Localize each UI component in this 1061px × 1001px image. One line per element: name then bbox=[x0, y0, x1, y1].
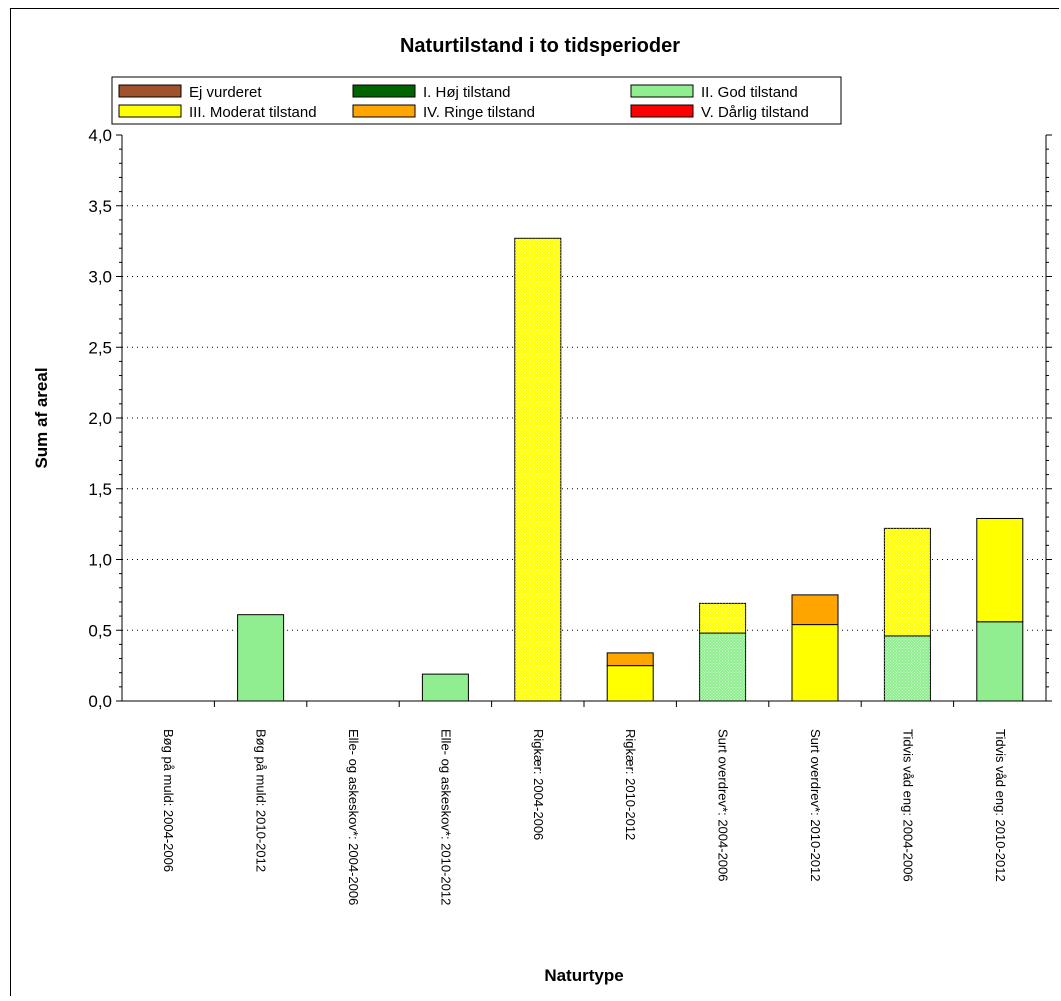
bar-segment bbox=[791, 594, 839, 626]
bar-segment bbox=[237, 614, 285, 702]
legend-label: III. Moderat tilstand bbox=[189, 104, 317, 121]
legend-swatch bbox=[352, 104, 416, 118]
x-tick-label: Elle- og askeskov*: 2010-2012 bbox=[438, 729, 453, 905]
legend-label: IV. Ringe tilstand bbox=[423, 104, 535, 121]
legend-label: Ej vurderet bbox=[189, 84, 262, 101]
y-tick-label: 1,5 bbox=[88, 480, 112, 499]
y-axis-title: Sum af areal bbox=[32, 367, 51, 468]
y-tick-label: 0,0 bbox=[88, 692, 112, 711]
bar-segment bbox=[791, 624, 839, 702]
bar-segment-pattern bbox=[699, 633, 746, 701]
bar-segment bbox=[976, 517, 1024, 623]
legend-swatch bbox=[630, 104, 694, 118]
y-tick-label: 4,0 bbox=[88, 126, 112, 145]
x-tick-label: Surt overdrev*: 2004-2006 bbox=[716, 729, 731, 881]
y-tick-label: 1,0 bbox=[88, 551, 112, 570]
x-tick-label: Rigkær: 2004-2006 bbox=[531, 729, 546, 840]
legend-swatch bbox=[118, 104, 182, 118]
x-tick-label: Bøg på muld: 2004-2006 bbox=[161, 729, 176, 872]
x-tick-label: Elle- og askeskov*: 2004-2006 bbox=[346, 729, 361, 905]
x-tick-label: Bøg på muld: 2010-2012 bbox=[254, 729, 269, 872]
legend-box bbox=[111, 76, 842, 125]
x-axis-title: Naturtype bbox=[544, 966, 623, 985]
bar-segment bbox=[606, 652, 654, 667]
x-tick-label: Tidvis våd eng: 2004-2006 bbox=[900, 729, 915, 882]
y-tick-label: 3,5 bbox=[88, 197, 112, 216]
x-tick-label: Rigkær: 2010-2012 bbox=[623, 729, 638, 840]
x-tick-label: Tidvis våd eng: 2010-2012 bbox=[993, 729, 1008, 882]
chart-frame: Naturtilstand i to tidsperioder Ej vurde… bbox=[10, 8, 1059, 996]
y-tick-label: 0,5 bbox=[88, 621, 112, 640]
bar-segment bbox=[421, 673, 469, 702]
legend-swatch bbox=[118, 84, 182, 98]
chart-title: Naturtilstand i to tidsperioder bbox=[400, 35, 680, 57]
legend-swatch bbox=[352, 84, 416, 98]
bar-segment-pattern bbox=[884, 635, 931, 701]
bar-segment bbox=[976, 621, 1024, 702]
bar-segment-pattern bbox=[699, 603, 746, 634]
y-tick-label: 2,5 bbox=[88, 338, 112, 357]
x-tick-label: Surt overdrev*: 2010-2012 bbox=[808, 729, 823, 881]
legend-swatch bbox=[630, 84, 694, 98]
bar-segment-pattern bbox=[514, 238, 561, 702]
x-ticks: Bøg på muld: 2004-2006 Bøg på muld: 2010-… bbox=[161, 701, 1008, 905]
y-ticks: 0,0 0,5 1,0 1,5 2,0 2,5 3,0 3,5 4,0 bbox=[88, 126, 1052, 711]
legend-label: V. Dårlig tilstand bbox=[701, 104, 809, 121]
bars bbox=[237, 237, 1024, 702]
legend: Ej vurderet I. Høj tilstand II. God tilsta… bbox=[111, 76, 842, 125]
legend-label: II. God tilstand bbox=[701, 84, 798, 101]
chart: Naturtilstand i to tidsperioder Ej vurde… bbox=[32, 35, 1052, 985]
y-tick-label: 2,0 bbox=[88, 409, 112, 428]
bar-segment bbox=[606, 665, 654, 702]
bar-segment-pattern bbox=[884, 528, 931, 636]
legend-label: I. Høj tilstand bbox=[423, 84, 511, 101]
y-tick-label: 3,0 bbox=[88, 268, 112, 287]
